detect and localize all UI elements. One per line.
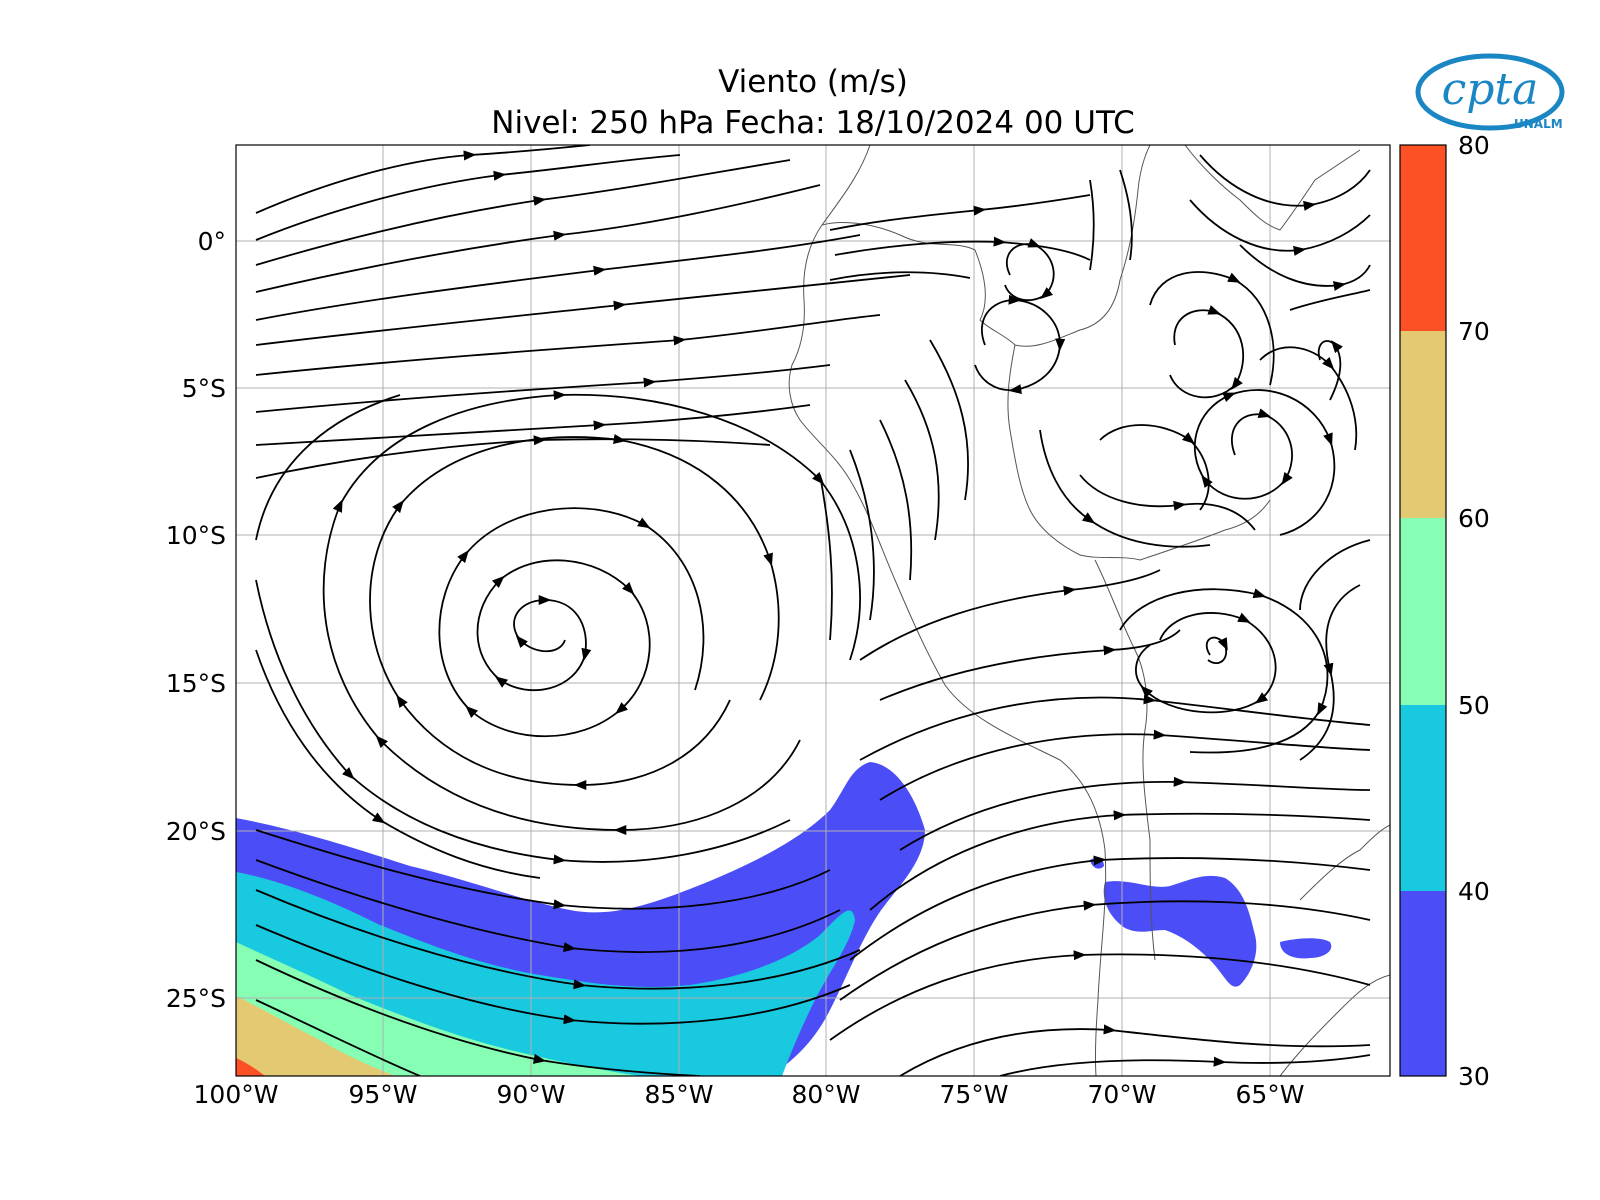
colorbar-frame — [1399, 144, 1447, 1077]
wind-fill-70-80 — [236, 1058, 265, 1076]
colorbar-tick: 80 — [1458, 131, 1490, 160]
y-tick-label: 10°S — [166, 521, 226, 550]
colorbar-band-70-80 — [1400, 145, 1446, 331]
map-subtitle: Nivel: 250 hPa Fecha: 18/10/2024 00 UTC — [491, 105, 1135, 141]
wind-fill-patch-paraguay — [1280, 938, 1332, 959]
colorbar-tick: 30 — [1458, 1062, 1490, 1091]
x-tick-label: 90°W — [496, 1080, 565, 1109]
colorbar-tick: 40 — [1458, 877, 1490, 906]
x-tick-label: 80°W — [791, 1080, 860, 1109]
y-axis: 0° 5°S 10°S 15°S 20°S 25°S — [166, 227, 226, 1013]
x-tick-label: 85°W — [644, 1080, 713, 1109]
y-tick-label: 0° — [198, 227, 226, 256]
x-tick-label: 70°W — [1087, 1080, 1156, 1109]
colorbar-band-30-40 — [1400, 891, 1446, 1076]
wind-fill-60-70 — [236, 996, 395, 1076]
y-tick-label: 5°S — [182, 374, 226, 403]
colorbar: 80 70 60 50 40 30 — [1399, 131, 1490, 1091]
logo-text: cpta — [1442, 64, 1539, 115]
x-tick-label: 100°W — [194, 1080, 279, 1109]
x-tick-label: 95°W — [348, 1080, 417, 1109]
y-tick-label: 20°S — [166, 817, 226, 846]
coastlines — [788, 145, 1390, 1076]
y-tick-label: 25°S — [166, 984, 226, 1013]
logo-subtext: UNALM — [1514, 117, 1563, 131]
colorbar-band-60-70 — [1400, 331, 1446, 518]
map-title: Viento (m/s) — [718, 64, 908, 100]
cpta-logo: cpta UNALM — [1415, 53, 1565, 131]
streamlines — [255, 145, 1371, 1076]
x-axis: 100°W 95°W 90°W 85°W 80°W 75°W 70°W 65°W — [194, 1080, 1305, 1109]
plot-frame — [235, 144, 1391, 1077]
wind-fill-50-60 — [236, 942, 640, 1076]
colorbar-band-50-60 — [1400, 518, 1446, 705]
y-tick-label: 15°S — [166, 669, 226, 698]
x-tick-label: 75°W — [939, 1080, 1008, 1109]
x-tick-label: 65°W — [1235, 1080, 1304, 1109]
colorbar-band-40-50 — [1400, 705, 1446, 891]
colorbar-tick: 70 — [1458, 317, 1490, 346]
logo-ring — [1415, 53, 1565, 131]
colorbar-tick: 60 — [1458, 504, 1490, 533]
colorbar-tick: 50 — [1458, 691, 1490, 720]
